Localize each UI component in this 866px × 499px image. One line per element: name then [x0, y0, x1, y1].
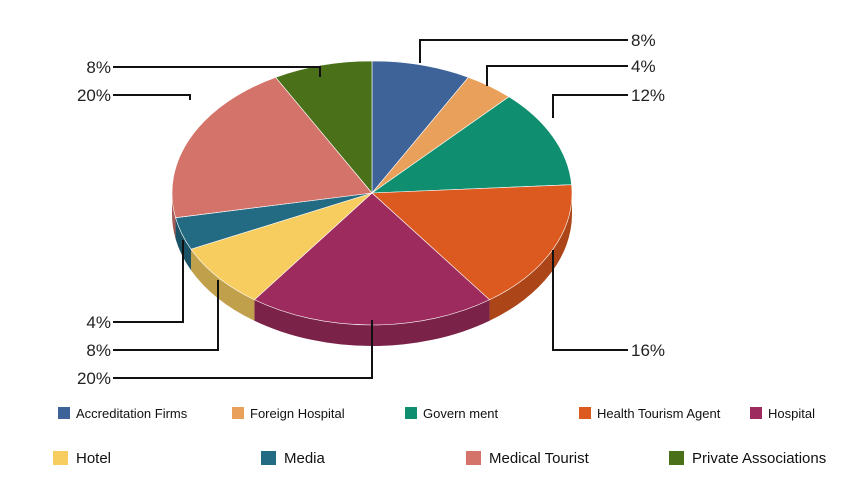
leader-line	[552, 250, 628, 351]
slice-health-tourism-agent	[371, 184, 573, 301]
legend-swatch	[466, 451, 481, 465]
legend-swatch	[53, 451, 68, 465]
legend-label: Media	[284, 450, 326, 467]
legend-swatch	[261, 451, 276, 465]
slice-government	[370, 96, 572, 194]
leader-lines	[113, 39, 628, 379]
legend-label: Hotel	[76, 450, 111, 467]
percent-label: 4%	[86, 313, 111, 332]
legend-label: Govern ment	[423, 406, 499, 421]
leader-line	[113, 240, 184, 323]
percent-label: 8%	[86, 58, 111, 77]
leader-line	[113, 66, 321, 77]
legend-label: Foreign Hospital	[250, 406, 345, 421]
legend-label: Accreditation Firms	[76, 406, 188, 421]
leader-line	[486, 65, 628, 86]
slice-private-associations	[275, 60, 373, 194]
legend-swatch	[405, 407, 417, 419]
percent-label: 8%	[631, 31, 656, 50]
percent-label: 12%	[631, 86, 665, 105]
legend-label: Health Tourism Agent	[597, 406, 721, 421]
slice-hotel	[190, 192, 373, 301]
percent-label: 20%	[77, 86, 111, 105]
percent-label: 4%	[631, 57, 656, 76]
side-hospital	[254, 299, 490, 347]
legend-swatch	[58, 407, 70, 419]
percent-label: 20%	[77, 369, 111, 388]
leader-line	[552, 94, 628, 118]
legend-swatch	[669, 451, 684, 465]
leader-line	[113, 94, 191, 100]
slice-medical-tourist	[171, 76, 373, 219]
pie-slices	[171, 60, 573, 326]
side-hotel	[191, 249, 255, 321]
legend: Accreditation Firms Foreign Hospital Gover…	[53, 406, 826, 467]
slice-accreditation-firms	[371, 60, 469, 194]
side-medical-tourist	[172, 193, 176, 239]
percent-label: 16%	[631, 341, 665, 360]
leader-line	[113, 280, 219, 351]
leader-line	[419, 39, 628, 63]
legend-swatch	[750, 407, 762, 419]
leader-line	[113, 320, 373, 379]
percent-labels: 8% 4% 12% 16% 20% 8% 4% 20% 8%	[77, 31, 665, 388]
legend-label: Hospital	[768, 406, 815, 421]
legend-swatch	[579, 407, 591, 419]
legend-label: Private Associations	[692, 450, 826, 467]
legend-swatch	[232, 407, 244, 419]
legend-label: Medical Tourist	[489, 450, 590, 467]
percent-label: 8%	[86, 341, 111, 360]
